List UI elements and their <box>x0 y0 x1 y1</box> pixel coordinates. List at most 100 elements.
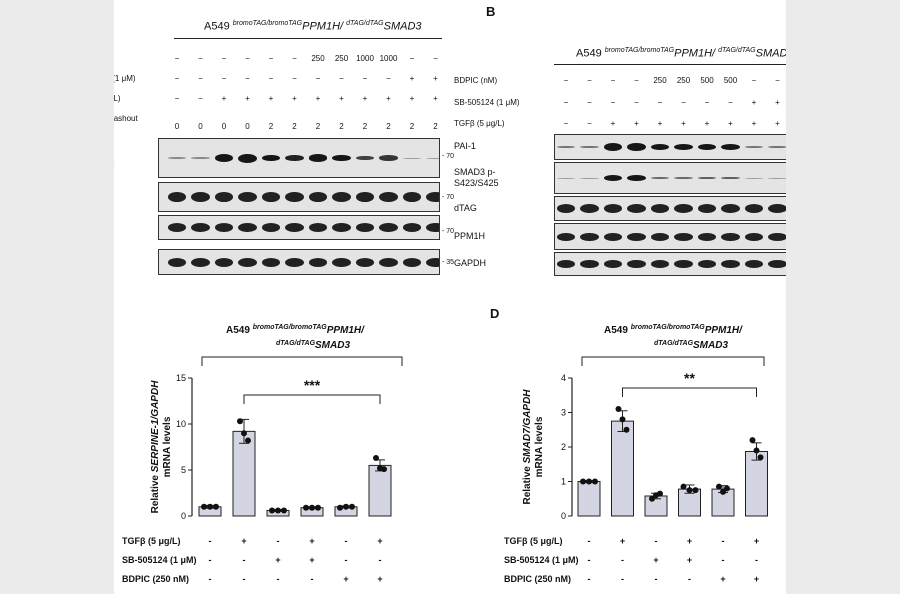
chart-title-line1: A549 bromoTAG/bromoTAGPPM1H/ <box>226 324 365 336</box>
blot-band <box>697 232 717 241</box>
blot-band <box>721 176 740 180</box>
panel-a-title-rule <box>174 38 442 39</box>
data-point <box>213 503 219 510</box>
blot-band <box>603 204 623 213</box>
chart-title-gene: SMAD3 <box>693 340 728 351</box>
treatment-value: - <box>277 574 280 584</box>
significance-bracket <box>622 387 757 397</box>
panel-d-letter: D <box>490 306 500 321</box>
data-point <box>753 447 760 454</box>
data-point <box>686 487 693 494</box>
treatment-label: SB-505124 (1 μM) <box>122 555 197 565</box>
condition-value: 250 <box>311 54 325 63</box>
condition-value: − <box>198 54 203 63</box>
molecular-weight-marker: - 70 <box>442 194 455 201</box>
condition-value: 2 <box>362 122 368 131</box>
condition-value: − <box>681 98 686 107</box>
blot-band <box>285 154 304 162</box>
condition-value: 2 <box>409 122 415 131</box>
y-tick-label: 15 <box>176 373 186 383</box>
blot-band <box>556 145 576 149</box>
blot-band <box>402 192 422 202</box>
panel-b-title-rule <box>554 64 786 65</box>
condition-value: + <box>634 119 639 128</box>
blot-band <box>214 153 234 163</box>
blot-band <box>603 232 623 241</box>
bar <box>577 481 601 517</box>
data-point <box>381 466 387 473</box>
condition-value: 0 <box>198 122 203 131</box>
condition-value: − <box>775 76 780 85</box>
condition-value: − <box>339 74 344 83</box>
condition-value: − <box>704 98 710 107</box>
condition-value: − <box>245 54 250 63</box>
blot-band <box>332 192 351 202</box>
condition-value: + <box>704 119 710 128</box>
condition-value: 2 <box>268 122 274 131</box>
blot-band <box>355 223 375 232</box>
blot-band <box>627 174 646 182</box>
chart-title-superscript: dTAG/dTAG <box>276 340 316 347</box>
y-axis-label-line2: mRNA levels <box>162 416 173 477</box>
y-axis-label-gene: SMAD7/GAPDH <box>522 389 533 464</box>
condition-value: + <box>657 119 663 128</box>
y-tick-label: 3 <box>561 408 566 418</box>
condition-value: − <box>634 76 639 85</box>
blot-band <box>355 257 375 267</box>
blot-band <box>744 232 764 241</box>
blot-strip <box>158 215 440 240</box>
blot-strip <box>554 223 786 250</box>
data-point <box>692 487 699 494</box>
chart-title-superscript: bromoTAG/bromoTAG <box>253 324 328 331</box>
condition-value: − <box>634 98 639 107</box>
blot-band <box>697 260 717 268</box>
treatment-value: + <box>377 574 382 584</box>
blot-band <box>697 176 717 180</box>
data-point <box>716 483 722 490</box>
condition-value: 2 <box>292 122 297 131</box>
blot-band <box>697 143 717 151</box>
blot-band <box>603 174 623 182</box>
blot-band <box>768 204 786 213</box>
blot-band <box>167 157 187 159</box>
blot-band <box>238 223 257 232</box>
treatment-value: - <box>588 555 591 565</box>
blot-band <box>674 176 693 180</box>
condition-value: + <box>386 94 391 103</box>
data-point <box>720 488 726 495</box>
blot-band <box>426 257 439 267</box>
blot-strip <box>554 162 786 194</box>
bar <box>368 464 392 517</box>
y-tick-label: 1 <box>561 477 566 487</box>
y-axis-label: Relative SMAD7/GAPDH <box>522 389 533 505</box>
blot-band <box>721 232 740 241</box>
treatment-value: - <box>688 574 691 584</box>
blot-band <box>261 192 281 202</box>
y-axis-label-gene: SERPINE-1/GAPDH <box>150 380 161 472</box>
data-point <box>337 504 343 511</box>
blot-band <box>580 204 599 213</box>
bar <box>644 495 668 517</box>
data-point <box>623 426 630 433</box>
blot-band <box>308 223 328 232</box>
condition-value: + <box>433 94 438 103</box>
data-point <box>657 490 663 497</box>
blot-band <box>744 260 764 268</box>
blot-label: SMAD3 p-S423/S425 <box>454 167 499 188</box>
condition-value: − <box>221 54 227 63</box>
condition-value: − <box>292 74 297 83</box>
treatment-value: - <box>345 555 348 565</box>
chart-title-superscript: bromoTAG/bromoTAG <box>631 324 706 331</box>
y-tick-label: 0 <box>561 511 566 521</box>
blot-label: GAPDH <box>454 258 487 268</box>
treatment-value: - <box>209 555 212 565</box>
blot-band <box>721 144 740 150</box>
condition-value: − <box>587 119 592 128</box>
blot-band <box>697 204 717 213</box>
data-point <box>275 507 281 514</box>
blot-band <box>332 257 351 267</box>
blot-band <box>627 232 646 241</box>
blot-band <box>238 257 257 267</box>
treatment-value: - <box>277 536 280 546</box>
data-point <box>309 504 315 511</box>
